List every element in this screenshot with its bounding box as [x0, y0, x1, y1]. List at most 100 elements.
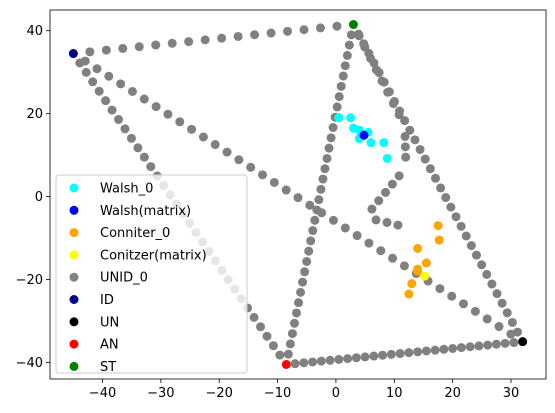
unid-0-point — [184, 37, 194, 47]
y-tick-label: 20 — [26, 107, 43, 122]
unid-0-point — [120, 124, 130, 134]
x-tick-label: 10 — [386, 386, 403, 401]
unid-0-point — [425, 164, 435, 174]
unid-0-point — [249, 312, 259, 322]
unid-0-point — [316, 356, 326, 366]
conniter-0-point — [413, 243, 423, 253]
x-tick-label: −20 — [206, 386, 233, 401]
unid-0-point — [94, 86, 104, 96]
y-tick-label: 40 — [26, 24, 43, 39]
unid-0-point — [234, 155, 244, 165]
unid-0-point — [500, 338, 510, 348]
un-point — [518, 337, 528, 347]
unid-0-point — [299, 25, 309, 35]
unid-0-point — [492, 289, 502, 299]
unid-0-point — [352, 231, 362, 241]
unid-0-point — [85, 47, 95, 57]
y-tick-label: −40 — [16, 356, 43, 371]
x-tick-label: 20 — [444, 386, 461, 401]
unid-0-point — [275, 350, 285, 360]
unid-0-point — [104, 71, 114, 81]
unid-0-point — [482, 269, 492, 279]
series-un — [518, 337, 528, 347]
unid-0-point — [101, 96, 111, 106]
unid-0-point — [459, 299, 469, 309]
unid-0-point — [340, 61, 350, 71]
unid-0-point — [340, 223, 350, 233]
unid-0-point — [404, 348, 414, 358]
unid-0-point — [388, 253, 398, 263]
unid-0-point — [167, 38, 177, 48]
unid-0-point — [483, 340, 493, 350]
unid-0-point — [250, 30, 260, 40]
unid-0-point — [163, 109, 173, 119]
unid-0-point — [222, 147, 232, 157]
unid-0-point — [308, 226, 318, 236]
unid-0-point — [474, 341, 484, 351]
x-tick-label: −40 — [89, 386, 116, 401]
unid-0-point — [513, 327, 523, 337]
unid-0-point — [322, 153, 332, 163]
legend-box — [55, 174, 248, 374]
unid-0-point — [421, 346, 431, 356]
unid-0-point — [320, 164, 330, 174]
unid-0-point — [139, 152, 149, 162]
series-st — [348, 20, 358, 30]
unid-0-point — [441, 193, 451, 203]
unid-0-point — [394, 110, 404, 120]
unid-0-point — [369, 351, 379, 361]
unid-0-point — [400, 116, 410, 126]
conniter-0-point — [421, 258, 431, 268]
unid-0-point — [405, 125, 415, 135]
unid-0-point — [293, 193, 303, 203]
unid-0-point — [312, 205, 322, 215]
unid-0-point — [287, 329, 297, 339]
unid-0-point — [447, 291, 457, 301]
unid-0-point — [430, 345, 440, 355]
unid-0-point — [139, 94, 149, 104]
unid-0-point — [371, 215, 381, 225]
unid-0-point — [107, 105, 117, 115]
legend-label: UNID_0 — [100, 271, 148, 286]
unid-0-point — [308, 357, 318, 367]
unid-0-point — [383, 87, 393, 97]
legend-label: AN — [100, 338, 119, 353]
unid-0-point — [415, 144, 425, 154]
unid-0-point — [306, 236, 316, 246]
st-point — [348, 20, 358, 30]
unid-0-point — [281, 185, 291, 195]
y-tick-label: 0 — [35, 190, 43, 205]
unid-0-point — [377, 76, 387, 86]
walsh-0-point — [334, 113, 344, 123]
unid-0-point — [328, 215, 338, 225]
y-tick-label: −20 — [16, 273, 43, 288]
legend-marker-un — [69, 317, 79, 327]
conniter-0-point — [433, 221, 443, 231]
unid-0-point — [435, 284, 445, 294]
conniter-0-point — [404, 289, 414, 299]
unid-0-point — [371, 65, 381, 75]
unid-0-point — [302, 256, 312, 266]
unid-0-point — [92, 64, 102, 74]
unid-0-point — [394, 171, 404, 181]
unid-0-point — [325, 355, 335, 365]
legend-label: Walsh_0 — [100, 182, 153, 197]
legend-label: UN — [100, 315, 119, 330]
unid-0-point — [360, 352, 370, 362]
x-tick-label: −10 — [264, 386, 291, 401]
unid-0-point — [482, 314, 492, 324]
unid-0-point — [310, 215, 320, 225]
legend-label: Conniter_0 — [100, 226, 170, 241]
unid-0-point — [258, 170, 268, 180]
unid-0-point — [366, 53, 376, 63]
unid-0-point — [497, 298, 507, 308]
unid-0-point — [376, 246, 386, 256]
unid-0-point — [395, 349, 405, 359]
unid-0-point — [305, 200, 315, 210]
series-walsh-matrix — [359, 130, 369, 140]
unid-0-point — [151, 40, 161, 50]
x-tick-label: −30 — [147, 386, 174, 401]
unid-0-point — [360, 42, 370, 52]
series-walsh-0 — [334, 113, 392, 163]
unid-0-point — [146, 162, 156, 172]
